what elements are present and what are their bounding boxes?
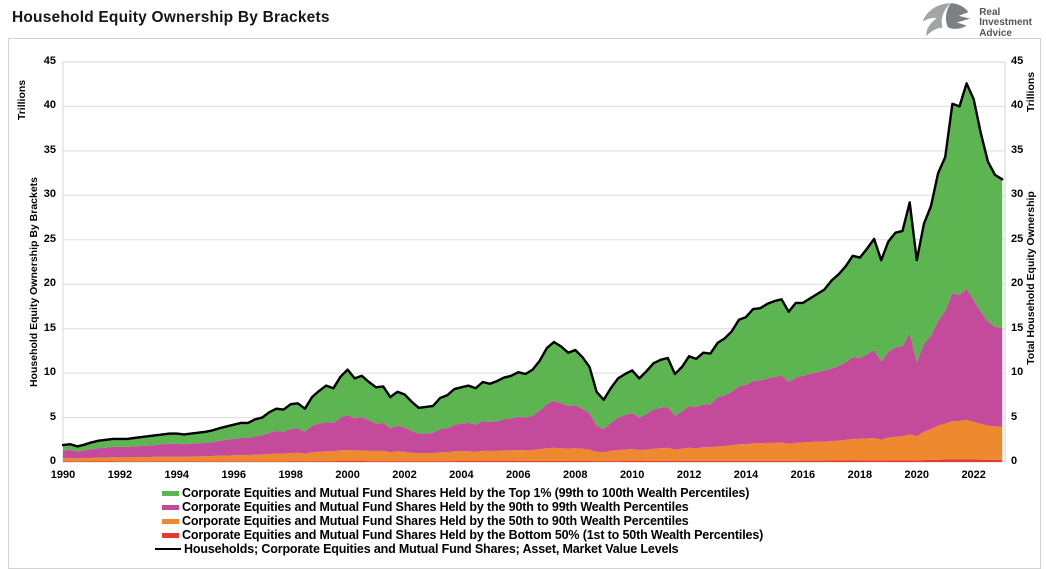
brand-logo: Real Investment Advice [917, 2, 1032, 45]
line-total [61, 82, 1004, 448]
y-tick-left: 5 [49, 410, 56, 423]
y-tick-right: 40 [1011, 99, 1024, 112]
y-tick-left: 35 [43, 143, 56, 156]
legend-swatch-bottom50 [162, 532, 179, 538]
x-tick-label: 1994 [164, 469, 190, 481]
legend-item: Corporate Equities and Mutual Fund Share… [155, 486, 749, 500]
y-tick-right: 15 [1011, 321, 1024, 334]
legend-label: Corporate Equities and Mutual Fund Share… [182, 528, 764, 542]
x-tick-label: 1996 [221, 469, 247, 481]
legend-item: Corporate Equities and Mutual Fund Share… [155, 528, 763, 542]
area-bottom50 [63, 459, 1003, 462]
y-tick-right: 20 [1011, 277, 1024, 290]
area-p50-90 [63, 419, 1003, 462]
y-tick-right: 5 [1011, 410, 1018, 423]
y-tick-right: 10 [1011, 366, 1024, 379]
legend-label: Corporate Equities and Mutual Fund Share… [182, 486, 750, 500]
x-tick-label: 2018 [847, 469, 873, 481]
brand-line-2: Investment [979, 17, 1032, 29]
y-tick-left: 25 [43, 232, 56, 245]
y-tick-right: 45 [1011, 55, 1024, 67]
x-tick-label: 2004 [449, 469, 474, 481]
area-p90-99 [63, 288, 1003, 459]
x-tick-label: 1998 [278, 469, 303, 481]
y-tick-right: 35 [1011, 143, 1024, 156]
y-tick-left: 20 [43, 277, 56, 290]
legend-label: Corporate Equities and Mutual Fund Share… [182, 500, 689, 514]
legend-swatch-top1 [162, 490, 179, 496]
brand-line-3: Advice [979, 27, 1012, 39]
x-tick-label: 2010 [619, 469, 645, 481]
y-tick-left: 15 [43, 321, 56, 334]
x-tick-label: 2000 [335, 469, 360, 481]
legend-swatch-p50-90 [162, 518, 179, 524]
x-tick-label: 2002 [392, 469, 417, 481]
x-tick-label: 2006 [506, 469, 531, 481]
x-tick-label: 2020 [904, 469, 930, 481]
x-tick-label: 2014 [733, 469, 759, 481]
legend-item: Corporate Equities and Mutual Fund Share… [155, 500, 689, 514]
eagle-icon [917, 2, 975, 45]
x-tick-label: 2012 [676, 469, 702, 481]
area-top1 [63, 83, 1003, 452]
page-title: Household Equity Ownership By Brackets [12, 9, 330, 26]
y-tick-left: 10 [43, 366, 56, 379]
y-tick-right: 25 [1011, 232, 1024, 245]
x-tick-label: 1992 [107, 469, 133, 481]
legend-item: Households; Corporate Equities and Mutua… [155, 542, 679, 556]
y-tick-left: 40 [43, 99, 56, 112]
x-tick-label: 1990 [50, 469, 76, 481]
y-tick-left: 30 [43, 188, 56, 201]
legend-swatch-total [155, 547, 181, 551]
y-tick-left: 45 [43, 55, 56, 67]
legend-label: Households; Corporate Equities and Mutua… [184, 542, 679, 556]
legend-label: Corporate Equities and Mutual Fund Share… [182, 514, 689, 528]
brand-name: Real Investment Advice [979, 6, 1032, 40]
y-tick-right: 0 [1011, 455, 1018, 467]
x-tick-label: 2022 [961, 469, 986, 481]
y-tick-right: 30 [1011, 188, 1024, 201]
legend-item: Corporate Equities and Mutual Fund Share… [155, 514, 689, 528]
legend-swatch-p90-99 [162, 504, 179, 510]
brand-line-1: Real [979, 6, 1001, 18]
x-tick-label: 2016 [790, 469, 816, 481]
x-tick-label: 2008 [563, 469, 588, 481]
y-tick-left: 0 [49, 455, 56, 467]
